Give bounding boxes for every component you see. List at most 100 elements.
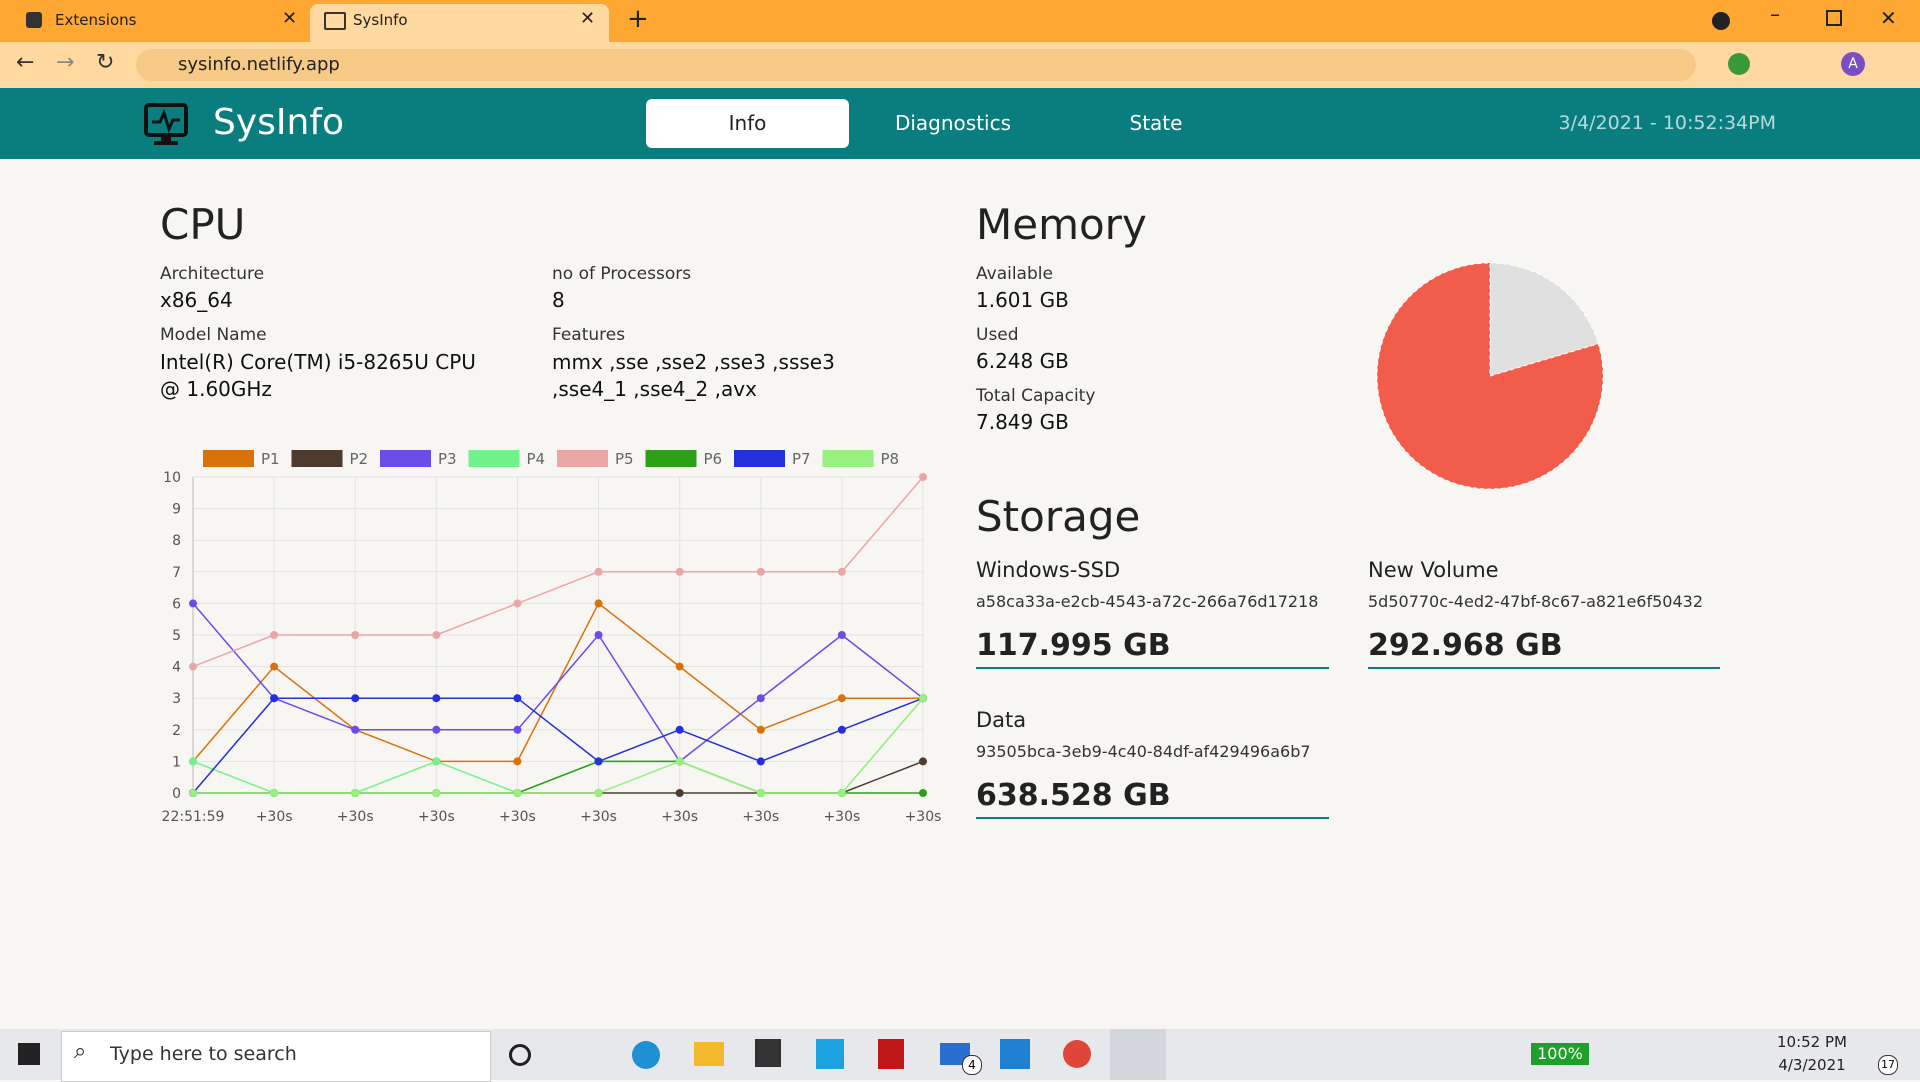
app-explorer[interactable]	[694, 1042, 724, 1066]
close-icon[interactable]: ✕	[580, 8, 596, 29]
datetime: 3/4/2021 - 10:52:34PM	[1558, 112, 1776, 134]
tab-active[interactable]	[310, 4, 609, 42]
x-tick-label: 22:51:59	[162, 809, 225, 825]
tab-icon	[26, 12, 42, 28]
data-point	[594, 631, 603, 639]
pie-slice	[1489, 262, 1599, 377]
y-tick-label: 1	[172, 754, 181, 770]
app-header: SysInfo Info Diagnostics State 3/4/2021 …	[0, 88, 1920, 159]
field-value: Intel(R) Core(TM) i5-8265U CPU @ 1.60GHz	[160, 350, 476, 401]
clock-time: 10:52 PM	[1777, 1033, 1847, 1051]
series-line	[193, 697, 924, 794]
data-point	[919, 694, 927, 703]
data-point	[432, 725, 441, 734]
url-text: sysinfo.netlify.app	[178, 54, 340, 75]
data-point	[837, 789, 846, 797]
nav-tab[interactable]: Diagnostics	[894, 111, 1012, 135]
data-point	[513, 725, 522, 734]
data-point	[351, 631, 360, 639]
cpu-chart: 0 1 2 3 4 5 6 7 8 9 10 22:51:59 +30s +30s +30s +30s +30s…	[162, 450, 941, 825]
nav-tab[interactable]: Info	[646, 99, 849, 148]
field-label: Architecture	[160, 264, 265, 284]
data-point	[594, 599, 603, 608]
volume-id: 5d50770c-4ed2-47bf-8c67-a821e6f50432	[1368, 592, 1703, 611]
memory-pie	[1376, 262, 1604, 490]
cortana[interactable]	[509, 1044, 531, 1066]
y-tick-label: 5	[172, 628, 181, 644]
legend-swatch	[203, 450, 254, 467]
y-tick-label: 9	[172, 502, 181, 518]
minimize[interactable]: –	[1770, 2, 1780, 26]
data-point	[189, 757, 197, 766]
clock-date: 4/3/2021	[1778, 1056, 1846, 1074]
maximize[interactable]	[1826, 10, 1842, 26]
app-active[interactable]	[1110, 1029, 1166, 1080]
data-point	[432, 631, 441, 639]
data-point	[837, 567, 846, 576]
field-label: Model Name	[160, 325, 267, 345]
data-point	[675, 789, 684, 797]
legend-swatch	[822, 450, 874, 467]
legend-label: P4	[527, 450, 546, 468]
volume-size: 638.528 GB	[976, 778, 1171, 813]
legend-label: P1	[261, 450, 280, 468]
app-store[interactable]	[755, 1039, 781, 1067]
data-point	[837, 694, 846, 703]
notification-badge[interactable]: 17	[1878, 1055, 1898, 1075]
legend-swatch	[557, 450, 608, 467]
close-window[interactable]: ✕	[1880, 6, 1897, 30]
y-tick-label: 2	[172, 723, 181, 739]
data-point	[189, 789, 197, 797]
field-label: Total Capacity	[976, 386, 1096, 406]
volume-size: 117.995 GB	[976, 628, 1171, 663]
volume-id: a58ca33a-e2cb-4543-a72c-266a76d17218	[976, 592, 1319, 611]
data-point	[270, 789, 279, 797]
omnibox[interactable]: sysinfo.netlify.app	[136, 49, 1696, 81]
app-l[interactable]	[816, 1039, 844, 1069]
extension-icon[interactable]	[1728, 53, 1750, 75]
section-title: CPU	[160, 200, 246, 249]
data-point	[675, 662, 684, 671]
legend-swatch	[380, 450, 431, 467]
reload[interactable]: ↻	[96, 50, 115, 75]
section-title: Storage	[976, 492, 1141, 541]
tab-title: SysInfo	[353, 11, 408, 29]
volume-name: Windows-SSD	[976, 558, 1121, 582]
app-title: SysInfo	[213, 102, 345, 143]
data-point	[756, 725, 765, 734]
volume-name: Data	[976, 708, 1027, 732]
nav-tab[interactable]: State	[1129, 111, 1183, 135]
underline	[976, 667, 1329, 669]
field-value: 7.849 GB	[976, 410, 1069, 434]
legend-label: P6	[704, 450, 723, 468]
app-mcafee[interactable]	[878, 1039, 904, 1069]
field-label: Available	[976, 264, 1053, 284]
forward[interactable]: →	[56, 50, 75, 75]
field-value: mmx ,sse ,sse2 ,sse3 ,ssse3 ,sse4_1 ,sse…	[552, 350, 835, 401]
data-point	[351, 789, 360, 797]
profile-menu[interactable]	[1712, 12, 1730, 30]
app-chrome[interactable]	[1063, 1040, 1091, 1068]
field-value: 8	[552, 288, 565, 312]
avatar[interactable]: A	[1841, 52, 1865, 76]
data-point	[675, 757, 684, 766]
search-box[interactable]	[61, 1031, 491, 1082]
data-point	[189, 662, 197, 671]
series-line	[192, 697, 924, 794]
y-tick-label: 10	[163, 470, 181, 486]
close-icon[interactable]: ✕	[282, 8, 298, 29]
y-tick-label: 7	[172, 565, 181, 581]
series-line	[192, 697, 924, 794]
tab[interactable]	[0, 4, 306, 42]
field-value: x86_64	[160, 288, 233, 312]
new-tab[interactable]: +	[627, 4, 649, 34]
back[interactable]: ←	[16, 50, 35, 75]
data-point	[837, 631, 846, 639]
data-point	[675, 725, 684, 734]
app-vscode[interactable]	[1000, 1039, 1030, 1069]
x-tick-label: +30s	[742, 809, 779, 825]
data-point	[756, 757, 765, 766]
series-line	[193, 760, 923, 794]
app-edge[interactable]	[632, 1041, 660, 1069]
start-button[interactable]	[18, 1043, 40, 1065]
